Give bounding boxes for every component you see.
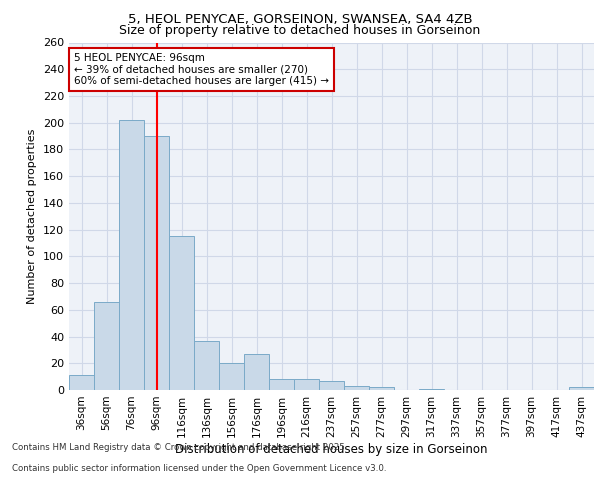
Bar (569, 388, 594, 390)
Bar (319, 380, 344, 390)
Bar (369, 388, 394, 390)
Text: Contains public sector information licensed under the Open Government Licence v3: Contains public sector information licen… (12, 464, 386, 473)
Text: 5, HEOL PENYCAE, GORSEINON, SWANSEA, SA4 4ZB: 5, HEOL PENYCAE, GORSEINON, SWANSEA, SA4… (128, 12, 472, 26)
Bar (169, 236, 194, 390)
Bar (144, 136, 169, 390)
Text: Size of property relative to detached houses in Gorseinon: Size of property relative to detached ho… (119, 24, 481, 37)
Bar (419, 388, 444, 390)
Bar (344, 386, 369, 390)
Text: 5 HEOL PENYCAE: 96sqm
← 39% of detached houses are smaller (270)
60% of semi-det: 5 HEOL PENYCAE: 96sqm ← 39% of detached … (74, 53, 329, 86)
Bar (219, 364, 244, 390)
Bar (194, 340, 219, 390)
Bar (269, 380, 294, 390)
Y-axis label: Number of detached properties: Number of detached properties (28, 128, 37, 304)
Bar (294, 380, 319, 390)
X-axis label: Distribution of detached houses by size in Gorseinon: Distribution of detached houses by size … (175, 442, 488, 456)
Bar (69, 376, 94, 390)
Bar (244, 354, 269, 390)
Bar (119, 120, 144, 390)
Text: Contains HM Land Registry data © Crown copyright and database right 2025.: Contains HM Land Registry data © Crown c… (12, 442, 347, 452)
Bar (94, 302, 119, 390)
